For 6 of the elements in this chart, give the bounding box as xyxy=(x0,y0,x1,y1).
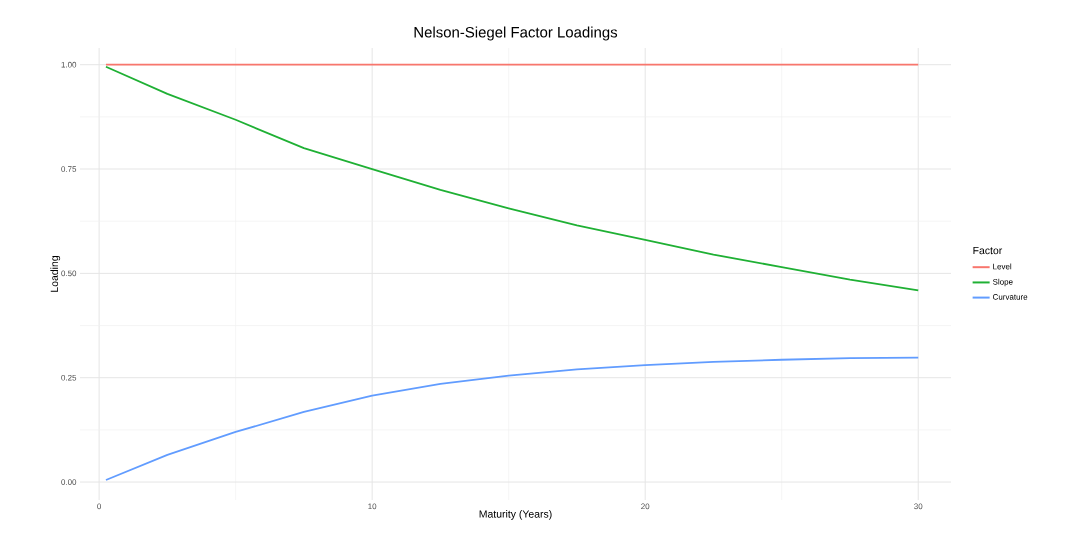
line-series xyxy=(105,65,920,292)
x-axis-title: Maturity (Years) xyxy=(479,510,552,520)
line-series xyxy=(105,356,920,481)
legend-title: Factor xyxy=(973,246,1003,255)
y-axis-title: Loading xyxy=(50,256,61,292)
chart-title: Nelson-Siegel Factor Loadings xyxy=(414,26,618,41)
